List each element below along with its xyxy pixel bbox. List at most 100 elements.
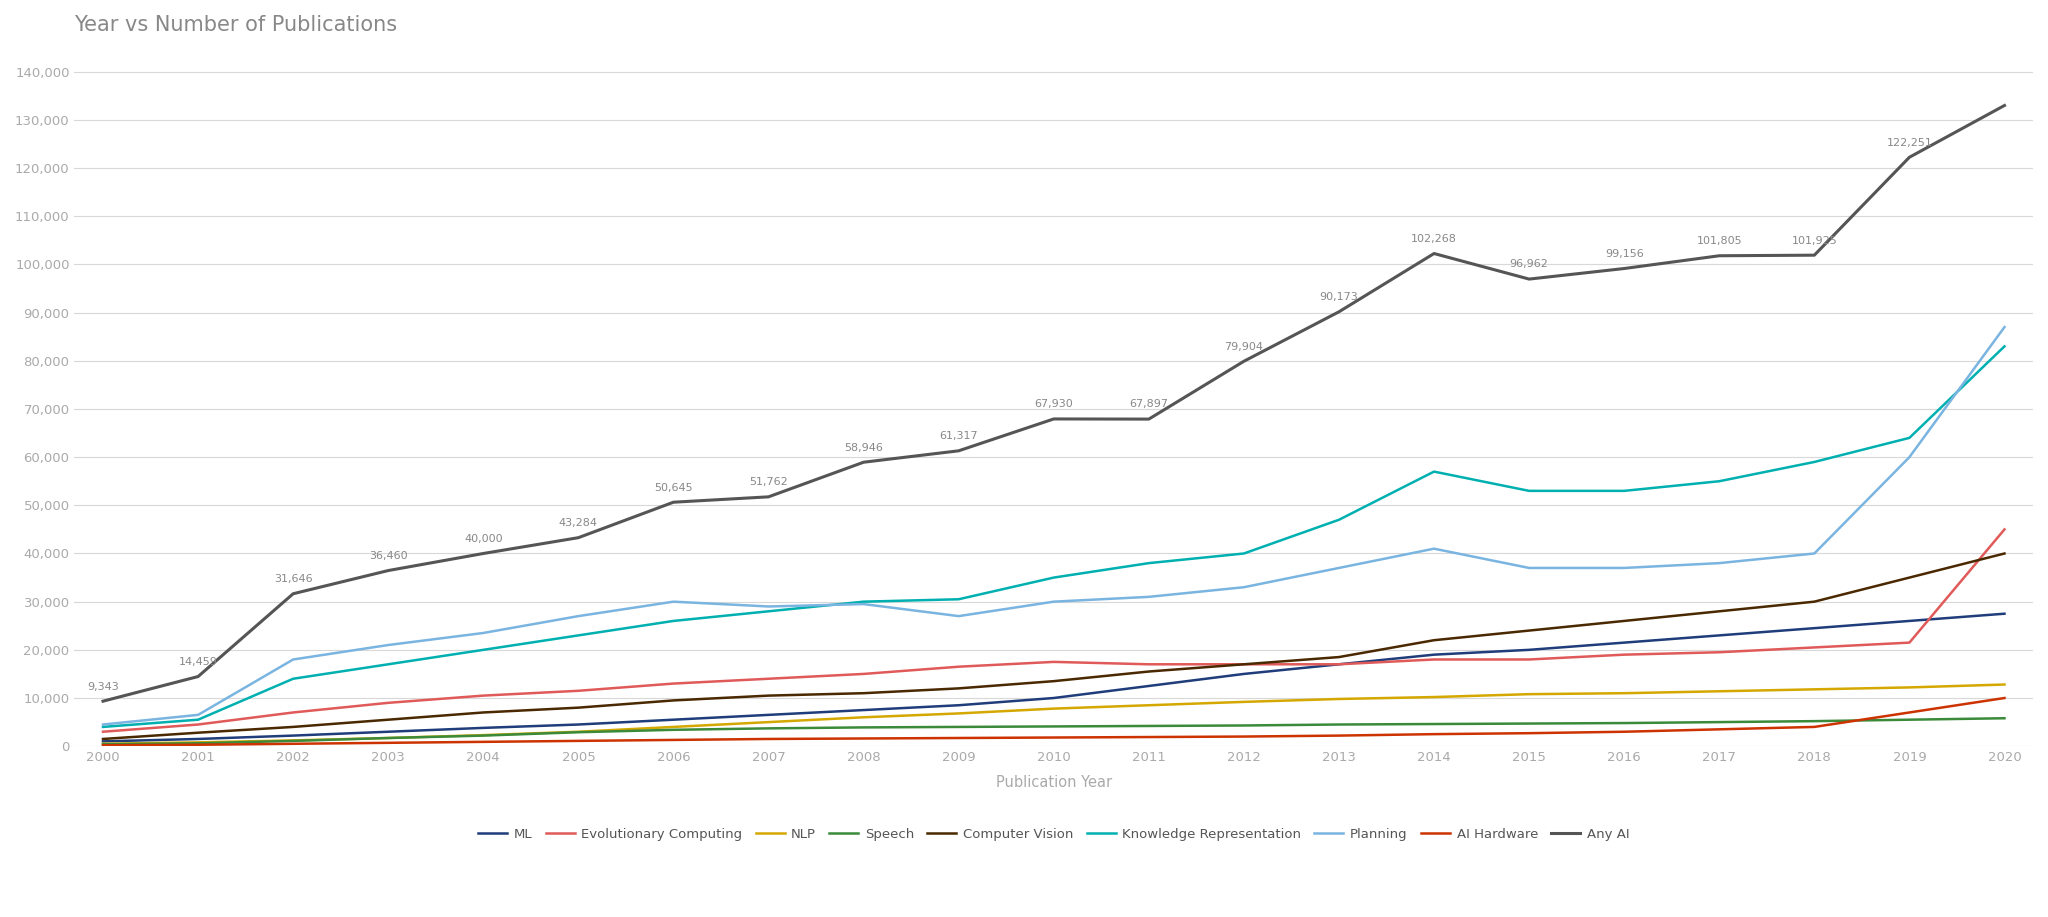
Computer Vision xyxy=(377,714,401,725)
Planning xyxy=(90,719,115,730)
Speech xyxy=(1993,713,2017,724)
Knowledge Representation xyxy=(281,673,305,684)
Speech xyxy=(1421,719,1446,730)
Any AI xyxy=(1421,248,1446,259)
Computer Vision xyxy=(662,695,686,706)
Text: 101,805: 101,805 xyxy=(1696,236,1743,246)
Planning xyxy=(852,599,877,610)
Speech xyxy=(756,723,780,734)
Any AI xyxy=(1042,414,1067,425)
Text: 122,251: 122,251 xyxy=(1886,138,1933,148)
Computer Vision xyxy=(756,691,780,702)
NLP xyxy=(1327,693,1352,704)
Planning xyxy=(756,601,780,612)
NLP xyxy=(946,708,971,719)
NLP xyxy=(756,716,780,727)
Text: 58,946: 58,946 xyxy=(844,443,883,453)
Knowledge Representation xyxy=(1706,476,1731,487)
Knowledge Representation xyxy=(1612,485,1636,496)
Text: 96,962: 96,962 xyxy=(1509,260,1548,270)
Any AI xyxy=(281,588,305,599)
Any AI xyxy=(1612,263,1636,274)
ML xyxy=(1421,649,1446,660)
ML xyxy=(1327,658,1352,669)
Planning xyxy=(186,710,211,721)
AI Hardware xyxy=(1137,732,1161,743)
AI Hardware xyxy=(1042,732,1067,743)
NLP xyxy=(662,722,686,733)
Planning xyxy=(1993,322,2017,333)
AI Hardware xyxy=(1993,692,2017,703)
Knowledge Representation xyxy=(1802,457,1827,468)
Any AI xyxy=(565,532,590,543)
NLP xyxy=(1706,686,1731,697)
Speech xyxy=(1518,718,1542,729)
NLP xyxy=(1231,696,1255,707)
NLP xyxy=(186,737,211,748)
NLP xyxy=(1612,688,1636,699)
NLP xyxy=(471,730,496,741)
ML xyxy=(1042,692,1067,703)
Text: 99,156: 99,156 xyxy=(1606,249,1645,259)
AI Hardware xyxy=(1612,726,1636,737)
Knowledge Representation xyxy=(1231,548,1255,559)
Evolutionary Computing xyxy=(377,697,401,708)
ML xyxy=(471,723,496,734)
Any AI xyxy=(1802,249,1827,260)
AI Hardware xyxy=(1518,728,1542,739)
ML xyxy=(565,719,590,730)
Any AI xyxy=(1327,306,1352,317)
Evolutionary Computing xyxy=(1802,642,1827,653)
Any AI xyxy=(1137,414,1161,425)
Evolutionary Computing xyxy=(90,726,115,737)
Line: Evolutionary Computing: Evolutionary Computing xyxy=(102,529,2005,732)
Computer Vision xyxy=(946,683,971,694)
Speech xyxy=(1802,715,1827,726)
ML xyxy=(1231,668,1255,679)
NLP xyxy=(377,733,401,744)
Planning xyxy=(1612,562,1636,573)
NLP xyxy=(852,712,877,723)
Planning xyxy=(471,627,496,638)
ML xyxy=(756,710,780,721)
Text: 9,343: 9,343 xyxy=(88,681,119,691)
ML xyxy=(852,704,877,715)
NLP xyxy=(90,738,115,749)
AI Hardware xyxy=(852,733,877,744)
Evolutionary Computing xyxy=(471,691,496,702)
Speech xyxy=(281,735,305,746)
Computer Vision xyxy=(1518,625,1542,636)
Planning xyxy=(1518,562,1542,573)
Computer Vision xyxy=(1042,676,1067,687)
X-axis label: Publication Year: Publication Year xyxy=(995,775,1112,790)
Speech xyxy=(1137,721,1161,732)
Text: 90,173: 90,173 xyxy=(1319,293,1358,303)
Evolutionary Computing xyxy=(1612,649,1636,660)
NLP xyxy=(1042,703,1067,714)
Computer Vision xyxy=(281,722,305,733)
AI Hardware xyxy=(1802,722,1827,733)
Planning xyxy=(565,611,590,622)
NLP xyxy=(1518,689,1542,700)
Computer Vision xyxy=(471,707,496,718)
Planning xyxy=(1896,452,1921,463)
Planning xyxy=(1327,562,1352,573)
AI Hardware xyxy=(1896,707,1921,718)
ML xyxy=(1896,615,1921,626)
Evolutionary Computing xyxy=(1993,524,2017,535)
Any AI xyxy=(1706,250,1731,261)
Any AI xyxy=(471,548,496,559)
Any AI xyxy=(1993,100,2017,111)
ML xyxy=(90,735,115,746)
Knowledge Representation xyxy=(946,594,971,605)
NLP xyxy=(1421,691,1446,702)
AI Hardware xyxy=(565,735,590,746)
Evolutionary Computing xyxy=(662,678,686,689)
ML xyxy=(1137,680,1161,691)
Computer Vision xyxy=(1802,596,1827,607)
ML xyxy=(281,730,305,741)
Line: Any AI: Any AI xyxy=(102,105,2005,702)
Speech xyxy=(471,730,496,741)
Computer Vision xyxy=(1231,658,1255,669)
Computer Vision xyxy=(565,702,590,713)
